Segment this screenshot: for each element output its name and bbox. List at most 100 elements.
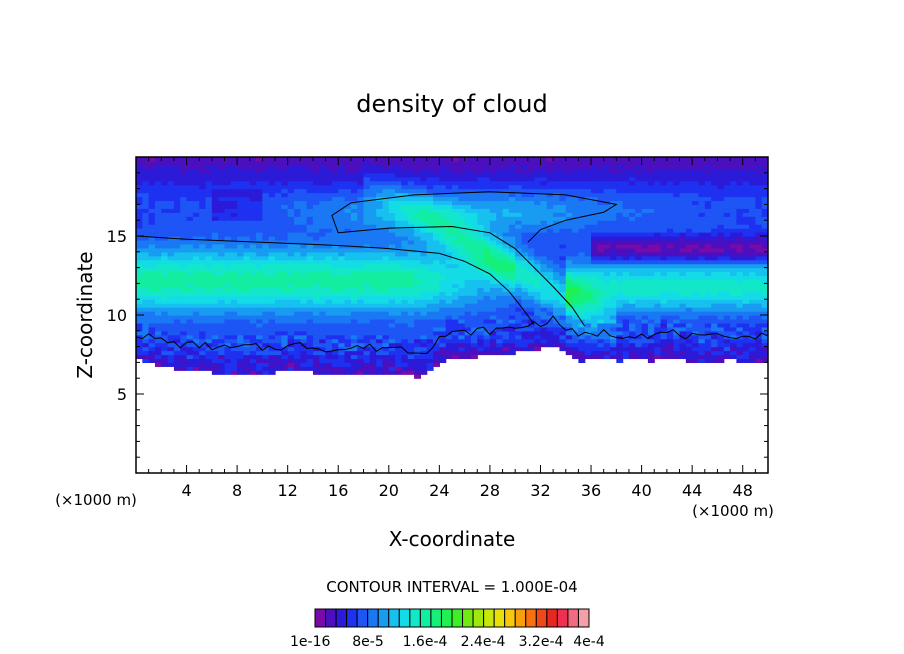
field-cell <box>635 236 643 241</box>
field-cell <box>603 168 611 174</box>
field-cell <box>433 326 440 332</box>
field-cell <box>319 318 327 324</box>
field-cell <box>489 243 497 249</box>
field-cell <box>565 220 573 225</box>
field-cell <box>414 362 421 367</box>
field-cell <box>173 176 181 182</box>
field-cell <box>414 164 421 170</box>
field-cell <box>249 220 257 225</box>
field-cell <box>281 247 289 253</box>
field-cell <box>439 291 447 296</box>
field-cell <box>439 342 447 348</box>
field-cell <box>294 322 301 328</box>
field-cell <box>565 180 573 186</box>
field-cell <box>294 303 301 308</box>
field-cell <box>470 192 478 198</box>
field-cell <box>445 334 453 340</box>
field-cell <box>167 287 175 292</box>
field-cell <box>237 172 245 178</box>
field-cell <box>597 208 605 213</box>
field-cell <box>654 224 662 229</box>
field-cell <box>641 157 649 162</box>
field-cell <box>458 196 466 202</box>
field-cell <box>287 307 295 312</box>
field-cell <box>527 220 535 225</box>
field-cell <box>610 228 617 233</box>
field-cell <box>572 271 579 277</box>
field-cell <box>237 354 245 360</box>
field-cell <box>679 330 687 336</box>
field-cell <box>350 362 358 367</box>
field-cell <box>407 342 415 348</box>
field-cell <box>218 366 226 371</box>
field-cell <box>224 271 232 277</box>
field-cell <box>698 342 706 348</box>
field-cell <box>180 255 188 261</box>
field-cell <box>357 283 365 288</box>
field-cell <box>489 224 497 229</box>
field-cell <box>218 180 226 186</box>
field-cell <box>173 315 181 320</box>
field-cell <box>167 311 175 316</box>
field-cell <box>483 160 491 166</box>
field-cell <box>192 303 200 308</box>
field-cell <box>597 251 605 257</box>
field-cell <box>382 338 390 344</box>
field-cell <box>249 315 257 320</box>
field-cell <box>464 180 472 186</box>
field-cell <box>717 342 725 348</box>
field-cell <box>350 279 358 284</box>
field-cell <box>521 279 529 284</box>
field-cell <box>546 303 554 308</box>
field-cell <box>407 275 415 281</box>
field-cell <box>565 168 573 174</box>
field-cell <box>338 216 346 221</box>
field-cell <box>154 275 162 281</box>
field-cell <box>679 239 687 245</box>
field-cell <box>692 239 700 245</box>
field-cell <box>711 330 719 336</box>
field-cell <box>230 342 238 348</box>
field-cell <box>350 164 358 170</box>
field-cell <box>369 334 377 340</box>
field-cell <box>148 291 156 296</box>
field-cell <box>287 251 295 257</box>
field-cell <box>350 311 358 316</box>
field-cell <box>363 232 371 237</box>
field-cell <box>685 263 693 269</box>
field-cell <box>647 346 655 352</box>
field-cell <box>161 263 169 269</box>
field-cell <box>445 330 453 336</box>
field-cell <box>186 263 194 269</box>
field-cell <box>205 358 213 363</box>
field-cell <box>268 180 276 186</box>
field-cell <box>527 164 535 170</box>
field-cell <box>641 275 649 281</box>
field-cell <box>685 172 693 178</box>
field-cell <box>281 232 289 237</box>
field-cell <box>350 283 358 288</box>
field-cell <box>395 172 403 178</box>
field-cell <box>281 291 289 296</box>
field-cell <box>489 164 497 170</box>
field-cell <box>439 164 447 170</box>
field-cell <box>262 164 270 170</box>
field-cell <box>287 188 295 194</box>
field-cell <box>192 247 200 253</box>
field-cell <box>641 251 649 257</box>
field-cell <box>173 212 181 217</box>
field-cell <box>331 350 339 356</box>
field-cell <box>249 188 257 194</box>
field-cell <box>698 157 706 162</box>
field-cell <box>711 318 719 324</box>
field-cell <box>565 247 573 253</box>
field-cell <box>268 318 276 324</box>
field-cell <box>584 157 592 162</box>
field-cell <box>628 236 636 241</box>
field-cell <box>154 247 162 253</box>
field-cell <box>464 346 472 352</box>
field-cell <box>698 212 706 217</box>
field-cell <box>325 259 333 265</box>
field-cell <box>711 176 719 182</box>
field-cell <box>287 287 295 292</box>
